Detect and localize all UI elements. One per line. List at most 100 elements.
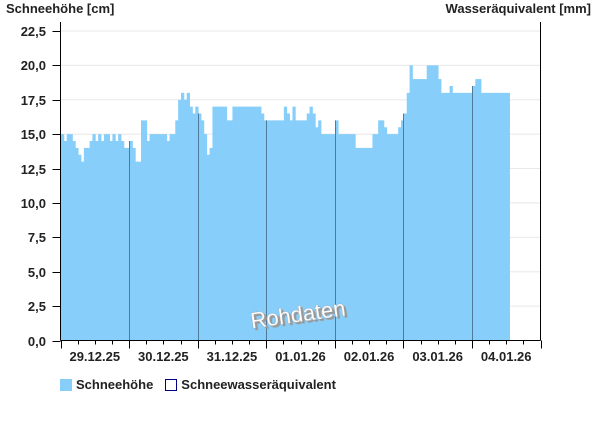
snow-depth-bar bbox=[152, 134, 156, 341]
snow-depth-bar bbox=[395, 134, 399, 341]
snow-depth-bar bbox=[206, 154, 210, 341]
snow-depth-bar bbox=[403, 113, 408, 341]
snow-depth-bar bbox=[338, 134, 342, 341]
snow-depth-bar bbox=[243, 106, 248, 341]
snow-depth-bar bbox=[155, 134, 159, 341]
snow-depth-bar bbox=[321, 134, 325, 341]
snow-depth-bar bbox=[66, 134, 70, 341]
y-tick-label: 15,0 bbox=[21, 127, 46, 142]
snow-depth-bar bbox=[81, 161, 85, 341]
y-tick-label: 5,0 bbox=[28, 265, 46, 280]
snow-depth-bar bbox=[383, 127, 388, 341]
snow-depth-bar bbox=[269, 120, 273, 341]
legend-label-snow-depth: Schneehöhe bbox=[76, 377, 154, 392]
snow-depth-bar bbox=[241, 106, 245, 341]
snow-depth-bar bbox=[95, 141, 99, 341]
y-tick-label: 2,5 bbox=[28, 299, 46, 314]
snow-depth-bar bbox=[158, 134, 162, 341]
snow-depth-bar bbox=[449, 85, 453, 341]
snow-depth-bar bbox=[221, 106, 225, 341]
snow-depth-bar bbox=[398, 127, 402, 341]
snow-depth-bar bbox=[89, 141, 93, 341]
y-tick-label: 12,5 bbox=[21, 162, 46, 177]
snow-depth-bar bbox=[181, 92, 185, 341]
snow-depth-bar bbox=[335, 120, 339, 341]
snow-depth-bar bbox=[126, 147, 130, 341]
snow-depth-bar bbox=[143, 120, 148, 341]
snow-depth-bar bbox=[301, 120, 305, 341]
snow-depth-bar bbox=[361, 147, 365, 341]
snow-depth-bar bbox=[406, 92, 410, 341]
snow-depth-bar bbox=[386, 134, 390, 341]
snow-depth-bar bbox=[375, 134, 379, 341]
snow-depth-bar bbox=[163, 134, 168, 341]
snow-depth-bar bbox=[423, 79, 428, 341]
snow-depth-bar bbox=[229, 120, 233, 341]
snow-depth-bar bbox=[369, 147, 373, 341]
snow-depth-bar bbox=[503, 92, 508, 341]
snow-depth-bar bbox=[318, 120, 322, 341]
snow-depth-bar bbox=[192, 113, 196, 341]
snow-depth-bar bbox=[232, 106, 236, 341]
snow-depth-bar bbox=[275, 120, 279, 341]
snow-depth-bar bbox=[441, 92, 445, 341]
snow-depth-bar bbox=[106, 134, 110, 341]
snow-depth-bar bbox=[418, 79, 422, 341]
snow-depth-bar bbox=[435, 65, 439, 341]
snow-depth-bar bbox=[115, 141, 119, 341]
snow-depth-bar bbox=[286, 113, 290, 341]
snow-depth-bar bbox=[209, 147, 213, 341]
snow-depth-bar bbox=[266, 120, 270, 341]
snow-depth-bar bbox=[61, 134, 65, 341]
legend-label-swe: Schneewasseräquivalent bbox=[181, 377, 336, 392]
snow-depth-bar bbox=[215, 106, 219, 341]
snow-depth-bar bbox=[178, 99, 182, 341]
snow-depth-bar bbox=[341, 134, 345, 341]
x-tick-label: 04.01.26 bbox=[481, 349, 532, 364]
x-tick-label: 30.12.25 bbox=[138, 349, 189, 364]
snow-depth-bar bbox=[141, 120, 145, 341]
snow-depth-bar bbox=[149, 134, 153, 341]
snow-depth-bar bbox=[506, 92, 510, 341]
snow-depth-bar bbox=[138, 161, 142, 341]
snow-depth-bar bbox=[378, 120, 382, 341]
y-tick-label: 17,5 bbox=[21, 93, 46, 108]
snow-depth-bar bbox=[272, 120, 276, 341]
snow-depth-bar bbox=[238, 106, 242, 341]
snow-depth-bar bbox=[298, 120, 302, 341]
snow-depth-bar bbox=[363, 147, 368, 341]
snow-depth-bar bbox=[278, 120, 282, 341]
snow-depth-bar bbox=[466, 92, 470, 341]
snow-depth-bar bbox=[501, 92, 505, 341]
snow-depth-bar bbox=[463, 92, 468, 341]
snow-depth-bar bbox=[438, 79, 442, 341]
snow-depth-bar bbox=[446, 92, 450, 341]
snow-depth-bar bbox=[146, 141, 150, 341]
snow-depth-bar bbox=[352, 134, 356, 341]
snow-depth-bar bbox=[258, 106, 262, 341]
snow-depth-bar bbox=[63, 141, 68, 341]
snow-depth-bar bbox=[303, 120, 308, 341]
snow-depth-bar bbox=[186, 92, 190, 341]
snow-depth-bar bbox=[161, 134, 165, 341]
snow-depth-bar bbox=[101, 141, 105, 341]
snow-depth-bar bbox=[443, 92, 448, 341]
snow-depth-bar bbox=[252, 106, 256, 341]
snow-depth-bar bbox=[309, 106, 313, 341]
y-tick-label: 7,5 bbox=[28, 230, 46, 245]
snow-depth-bar bbox=[129, 141, 133, 341]
snow-depth-bar bbox=[218, 106, 222, 341]
snow-depth-bar bbox=[261, 113, 265, 341]
snow-depth-bar bbox=[226, 120, 230, 341]
snow-depth-bar bbox=[83, 147, 88, 341]
legend-swatch-snow-depth bbox=[60, 378, 72, 391]
snow-depth-bar bbox=[329, 134, 333, 341]
snow-depth-bar bbox=[349, 134, 353, 341]
snow-depth-bar bbox=[195, 106, 199, 341]
snow-depth-bar bbox=[429, 65, 433, 341]
snow-depth-bar bbox=[169, 134, 173, 341]
snow-depth-bar bbox=[343, 134, 348, 341]
snow-depth-bar bbox=[475, 79, 479, 341]
snow-depth-bar bbox=[326, 134, 330, 341]
